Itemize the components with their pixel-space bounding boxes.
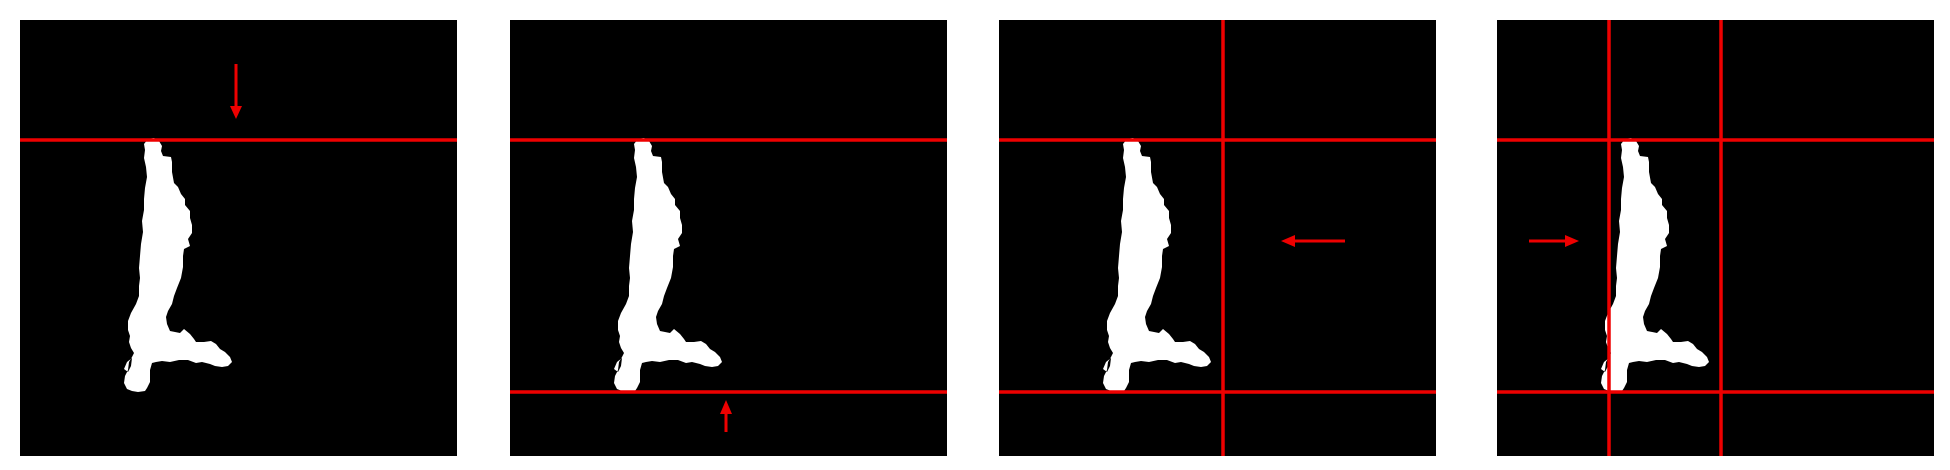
panel-canvas [999,20,1436,456]
panel-canvas [1497,20,1934,456]
panel-canvas [510,138,947,432]
silhouette-mask [124,138,232,392]
down-arrow-icon [230,64,242,119]
panel-step-1 [20,20,457,456]
panel-step-3 [999,20,1436,456]
panel-canvas [20,64,457,392]
panel-step-4 [1497,20,1934,456]
left-arrow-icon [1281,235,1345,247]
up-arrow-icon [720,400,732,432]
panel-step-2 [510,20,947,456]
right-arrow-icon [1529,235,1579,247]
silhouette-mask [614,138,722,392]
silhouette-mask [1103,138,1211,392]
silhouette-mask [1601,138,1709,392]
